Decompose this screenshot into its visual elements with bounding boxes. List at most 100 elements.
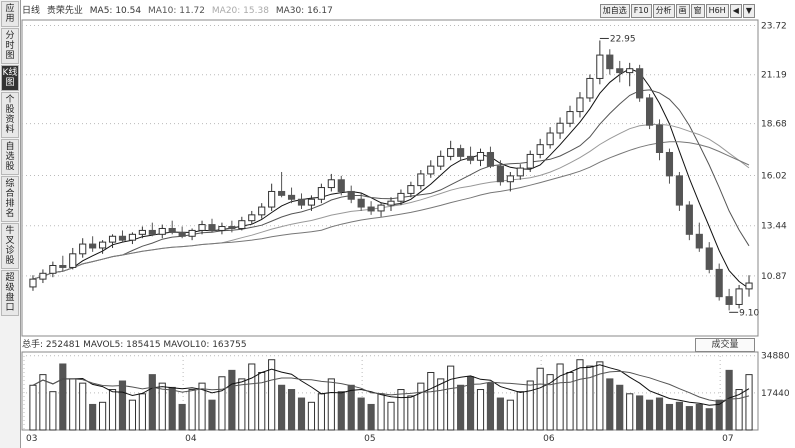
price-tick-label: 13.44	[761, 222, 787, 232]
candle-body	[218, 226, 226, 231]
candle-body	[128, 233, 137, 241]
candle-body	[387, 200, 395, 206]
candle-body	[685, 204, 693, 235]
candle-body	[645, 97, 654, 126]
volume-bar	[466, 376, 475, 431]
volume-bar	[278, 384, 286, 431]
volume-bar	[198, 382, 206, 431]
volume-bar	[636, 395, 644, 431]
volume-bar	[655, 397, 664, 431]
volume-tick-label: 17440	[761, 389, 790, 399]
ma10-line	[32, 89, 750, 280]
total-volume-readout: 总手: 252481	[22, 340, 81, 350]
candle-body	[457, 148, 465, 157]
candle-body	[238, 220, 246, 229]
volume-bar	[69, 378, 77, 431]
volume-bar	[397, 389, 405, 431]
sidebar-item-kline[interactable]: K线图	[1, 65, 19, 91]
candle-body	[556, 122, 564, 134]
volume-bar	[268, 359, 276, 431]
candle-body	[506, 175, 514, 183]
sidebar-item-intraday[interactable]: 分时图	[1, 28, 19, 64]
volume-bar	[377, 393, 385, 431]
sidebar-item-ranking[interactable]: 综合排名	[1, 176, 19, 222]
candle-body	[327, 179, 335, 189]
candle-body	[665, 151, 674, 177]
candle-body	[536, 144, 544, 155]
sidebar-item-diagnosis[interactable]: 牛叉诊股	[1, 223, 19, 269]
price-panel-frame	[21, 19, 759, 337]
sidebar-item-profile[interactable]: 个股资料	[1, 92, 19, 138]
x-tick-label: 05	[364, 434, 375, 444]
menu-dropdown-button[interactable]: ▼	[742, 4, 755, 18]
candle-body	[228, 226, 236, 229]
price-tick-label: 10.87	[761, 272, 787, 282]
candle-body	[178, 231, 186, 237]
volume-bar	[297, 397, 306, 431]
volume-bar	[208, 399, 216, 431]
candle-body	[49, 264, 57, 274]
volume-bar	[437, 378, 445, 431]
volume-bar	[457, 384, 465, 431]
candle-body	[516, 167, 524, 177]
volume-bar	[317, 393, 325, 431]
analysis-button[interactable]: 分析	[652, 4, 675, 18]
candle-body	[725, 296, 733, 305]
volume-bar	[228, 369, 236, 431]
f10-button[interactable]: F10	[630, 4, 652, 18]
sidebar-item-watchlist[interactable]: 自选股	[1, 139, 19, 175]
candle-body	[407, 185, 415, 194]
volume-bar	[327, 378, 335, 431]
draw-button[interactable]: 画	[675, 4, 690, 18]
chart-toolbar: 加自选 F10 分析 画 窗 H6H ◀ ▼	[599, 4, 755, 18]
sidebar-item-orderbook[interactable]: 超级盘口	[1, 270, 19, 316]
volume-bar	[29, 384, 37, 431]
candle-body	[188, 229, 196, 237]
volume-bar	[357, 397, 365, 431]
volume-bar	[367, 403, 375, 431]
h6h-button[interactable]: H6H	[705, 4, 729, 18]
candle-body	[297, 198, 306, 206]
candle-body	[655, 124, 664, 153]
price-tick-label: 18.68	[761, 120, 787, 130]
stock-name: 贵荣先业	[46, 6, 83, 16]
candle-body	[526, 153, 534, 169]
volume-bar	[526, 380, 534, 431]
candle-body	[79, 243, 87, 255]
indicator-header: 日线 贵荣先业 MA5: 10.54 MA10: 11.72 MA20: 15.…	[22, 1, 758, 21]
candle-body	[367, 206, 375, 212]
candle-body	[586, 77, 594, 99]
volume-bar	[148, 374, 156, 431]
candle-body	[427, 165, 435, 175]
candle-body	[248, 214, 256, 222]
price-annotation: 9.10	[739, 308, 759, 318]
candle-body	[317, 187, 325, 200]
ma30-line	[32, 141, 750, 280]
price-tick-label: 23.72	[761, 21, 787, 31]
candle-body	[397, 192, 405, 202]
candle-body	[576, 97, 584, 113]
add-watchlist-button[interactable]: 加自选	[599, 4, 630, 18]
window-button[interactable]: 窗	[690, 4, 705, 18]
volume-bar	[248, 363, 256, 431]
volume-bar	[735, 389, 743, 431]
volume-bar	[476, 389, 485, 431]
volume-bar	[506, 399, 514, 431]
volume-bar	[427, 371, 435, 431]
prev-button[interactable]: ◀	[729, 4, 742, 18]
sidebar-item-apps[interactable]: 应用	[1, 1, 19, 27]
candle-body	[486, 151, 495, 167]
volume-bar	[218, 376, 226, 431]
volume-bar	[645, 399, 654, 431]
candle-body	[118, 235, 127, 241]
candle-body	[745, 282, 753, 290]
candle-body	[138, 229, 146, 235]
volume-bar	[606, 378, 614, 431]
volume-bar	[128, 399, 137, 431]
period-label[interactable]: 日线	[22, 6, 41, 16]
volume-bar	[79, 382, 87, 431]
price-tick-label: 16.02	[761, 171, 787, 181]
volume-bar	[238, 378, 246, 431]
volume-bar	[516, 391, 524, 431]
